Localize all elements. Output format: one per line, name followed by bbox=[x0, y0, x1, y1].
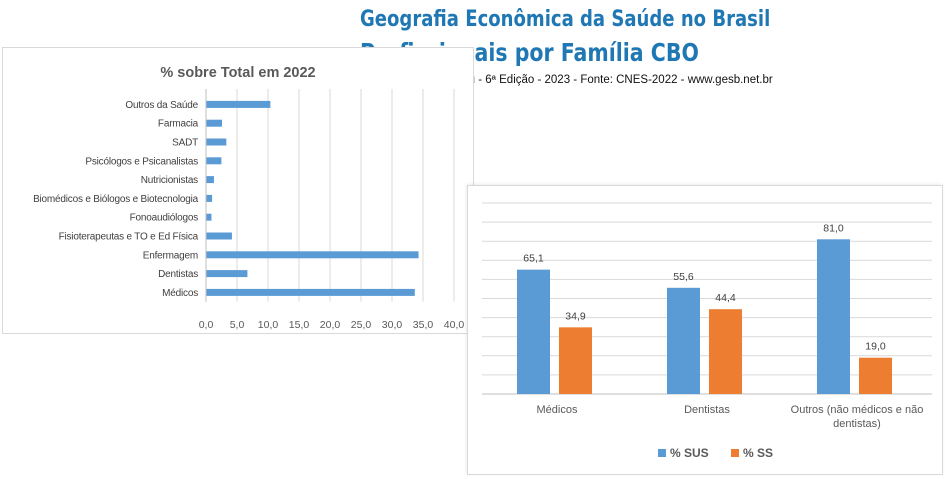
bar-sus bbox=[667, 287, 700, 394]
bar-ss bbox=[559, 327, 592, 394]
x-tick-label: 40,0 bbox=[444, 319, 465, 331]
x-tick-label: 20,0 bbox=[320, 319, 341, 331]
bar bbox=[206, 100, 271, 108]
title-line1: Geografia Econômica da Saúde no Brasil bbox=[360, 7, 771, 32]
x-tick-label: 25,0 bbox=[351, 319, 372, 331]
bar bbox=[206, 176, 214, 184]
bar bbox=[206, 270, 248, 278]
legend-swatch bbox=[658, 449, 666, 457]
bar bbox=[206, 119, 222, 127]
x-category-label: Dentistas bbox=[684, 404, 730, 416]
x-tick-label: 30,0 bbox=[382, 319, 403, 331]
bar bbox=[206, 138, 227, 146]
y-category-label: Médicos bbox=[162, 288, 198, 299]
bar-sus bbox=[817, 239, 850, 394]
x-tick-label: 15,0 bbox=[289, 319, 310, 331]
x-tick-label: 10,0 bbox=[258, 319, 279, 331]
legend-label: % SS bbox=[743, 446, 773, 460]
y-category-label: Fisioterapeutas e TO e Ed Física bbox=[59, 232, 199, 243]
y-category-label: Enfermagem bbox=[143, 250, 198, 261]
horizontal-bar-chart: % sobre Total em 2022 0,0 5,0 10,0 15,0 20,0 2… bbox=[33, 65, 465, 331]
data-label: 55,6 bbox=[673, 271, 694, 283]
data-label: 65,1 bbox=[523, 253, 544, 265]
bar bbox=[206, 232, 232, 240]
data-label: 19,0 bbox=[865, 341, 886, 353]
x-category-label: dentistas) bbox=[833, 418, 881, 430]
legend-label: % SUS bbox=[670, 446, 709, 460]
bar-sus bbox=[517, 269, 550, 394]
x-category-label: Outros (não médicos e não bbox=[791, 404, 924, 416]
chart-panel-horizontal: % sobre Total em 2022 0,0 5,0 10,0 15,0 20,0 2… bbox=[2, 47, 474, 334]
bar bbox=[206, 213, 212, 221]
data-label: 44,4 bbox=[715, 292, 736, 304]
data-label: 81,0 bbox=[823, 222, 844, 234]
x-category-label: Médicos bbox=[537, 404, 578, 416]
header: Geografia Econômica da Saúde no Brasil P… bbox=[360, 4, 940, 86]
data-label: 34,9 bbox=[565, 310, 586, 322]
bar-ss bbox=[709, 309, 742, 394]
y-category-label: Biomédicos e Biólogos e Biotecnologia bbox=[33, 194, 199, 205]
bar bbox=[206, 157, 222, 165]
y-category-label: Outros da Saúde bbox=[125, 100, 198, 111]
x-tick-label: 0,0 bbox=[199, 319, 214, 331]
bar bbox=[206, 288, 415, 296]
bar-ss bbox=[859, 357, 892, 394]
vertical-bar-chart: 65,1 34,9 Médicos 55,6 44,4 Dentistas 81,0 19,0… bbox=[482, 202, 932, 460]
bar bbox=[206, 194, 213, 202]
y-category-label: Dentistas bbox=[158, 269, 198, 280]
chart-title: % sobre Total em 2022 bbox=[160, 65, 315, 81]
y-category-label: Fonoaudiólogos bbox=[130, 213, 199, 224]
chart-panel-vertical: 65,1 34,9 Médicos 55,6 44,4 Dentistas 81,0 19,0… bbox=[467, 185, 943, 475]
x-tick-label: 5,0 bbox=[230, 319, 245, 331]
bar bbox=[206, 251, 419, 259]
y-category-label: Psicólogos e Psicanalistas bbox=[85, 156, 198, 167]
y-category-label: Nutricionistas bbox=[141, 175, 198, 186]
legend-swatch bbox=[731, 449, 739, 457]
y-category-label: Farmacia bbox=[158, 119, 199, 130]
y-category-label: SADT bbox=[172, 138, 198, 149]
x-tick-label: 35,0 bbox=[413, 319, 434, 331]
